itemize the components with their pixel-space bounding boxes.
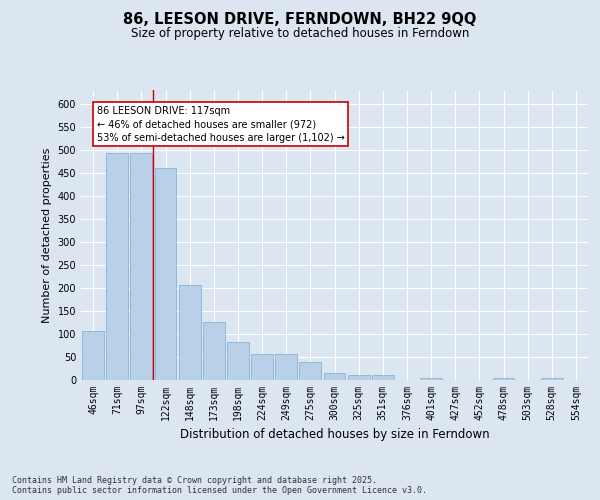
Bar — [348, 376, 370, 380]
Bar — [420, 378, 442, 380]
X-axis label: Distribution of detached houses by size in Ferndown: Distribution of detached houses by size … — [179, 428, 490, 442]
Bar — [179, 284, 200, 380]
Text: 86 LEESON DRIVE: 117sqm
← 46% of detached houses are smaller (972)
53% of semi-d: 86 LEESON DRIVE: 117sqm ← 46% of detache… — [97, 106, 344, 142]
Bar — [275, 354, 297, 380]
Bar — [106, 153, 128, 380]
Text: Contains HM Land Registry data © Crown copyright and database right 2025.
Contai: Contains HM Land Registry data © Crown c… — [12, 476, 427, 495]
Bar — [155, 168, 176, 380]
Bar — [130, 153, 152, 380]
Bar — [372, 376, 394, 380]
Bar — [323, 373, 346, 380]
Bar — [203, 322, 224, 380]
Text: 86, LEESON DRIVE, FERNDOWN, BH22 9QQ: 86, LEESON DRIVE, FERNDOWN, BH22 9QQ — [124, 12, 476, 28]
Bar — [493, 378, 514, 380]
Bar — [541, 378, 563, 380]
Text: Size of property relative to detached houses in Ferndown: Size of property relative to detached ho… — [131, 28, 469, 40]
Bar — [251, 354, 273, 380]
Bar — [227, 342, 249, 380]
Bar — [82, 330, 104, 380]
Bar — [299, 362, 321, 380]
Y-axis label: Number of detached properties: Number of detached properties — [42, 148, 52, 322]
